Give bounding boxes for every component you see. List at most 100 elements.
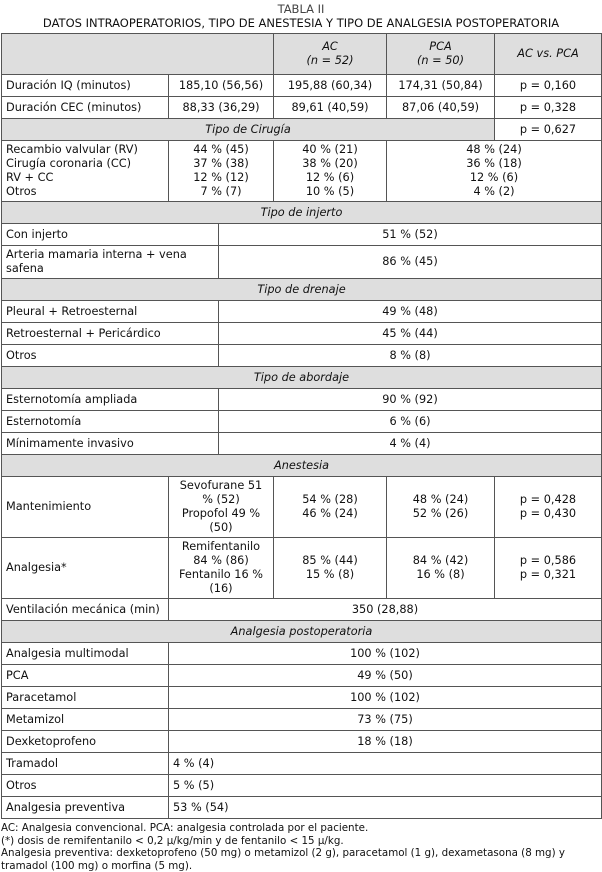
ac-values: 40 % (21) 38 % (20) 12 % (6) 10 % (5): [273, 140, 387, 202]
section-row: Tipo de abordaje: [1, 366, 602, 389]
section-title: Tipo de injerto: [1, 201, 602, 224]
header-ac: AC (n = 52): [273, 33, 387, 75]
table-row: Analgesia preventiva 53 % (54): [1, 796, 602, 819]
table-row: Tramadol 4 % (4): [1, 752, 602, 775]
table-row: Duración IQ (minutos) 185,10 (56,56) 195,8…: [1, 74, 602, 97]
row-label: Tramadol: [1, 752, 169, 775]
row-value: 86 % (45): [218, 245, 602, 279]
total-values: Sevofurane 51 % (52) Propofol 49 % (50): [168, 476, 274, 538]
table-row: Otros 8 % (8): [1, 344, 602, 367]
row-value: 90 % (92): [218, 388, 602, 411]
row-value: 4 % (4): [168, 752, 602, 775]
table-row: Esternotomía 6 % (6): [1, 410, 602, 433]
table-row: PCA 49 % (50): [1, 664, 602, 687]
pca-values: 84 % (42) 16 % (8): [386, 537, 495, 599]
row-value: 49 % (48): [218, 300, 602, 323]
row-value: 350 (28,88): [168, 598, 602, 621]
section-row: Tipo de drenaje: [1, 278, 602, 301]
header-empty: [1, 33, 274, 75]
section-title: Tipo de Cirugía: [1, 118, 495, 141]
row-label: Duración IQ (minutos): [1, 74, 169, 97]
table-number: TABLA II: [277, 2, 325, 16]
row-label: Analgesia*: [1, 537, 169, 599]
table-row: Mantenimiento Sevofurane 51 % (52) Propofo…: [1, 476, 602, 538]
table-row: Con injerto 51 % (52): [1, 223, 602, 246]
row-value: 4 % (4): [218, 432, 602, 455]
pca-values: 48 % (24) 36 % (18) 12 % (6) 4 % (2): [386, 140, 602, 202]
ac-value: 89,61 (40,59): [273, 96, 387, 119]
row-label: Duración CEC (minutos): [1, 96, 169, 119]
row-value: 45 % (44): [218, 322, 602, 345]
row-label: Otros: [1, 774, 169, 797]
table-row: Analgesia multimodal 100 % (102): [1, 642, 602, 665]
pca-values: 48 % (24) 52 % (26): [386, 476, 495, 538]
p-value: p = 0,160: [494, 74, 602, 97]
row-label: Analgesia preventiva: [1, 796, 169, 819]
table-row: Recambio valvular (RV) Cirugía coronaria …: [1, 140, 602, 202]
data-table: AC (n = 52) PCA (n = 50) AC vs. PCA Duraci…: [1, 33, 602, 819]
row-label: Dexketoprofeno: [1, 730, 169, 753]
total-value: 185,10 (56,56): [168, 74, 274, 97]
row-value: 18 % (18): [168, 730, 602, 753]
table-row: Ventilación mecánica (min) 350 (28,88): [1, 598, 602, 621]
row-value: 49 % (50): [168, 664, 602, 687]
p-values: p = 0,428 p = 0,430: [494, 476, 602, 538]
row-label: Otros: [1, 344, 219, 367]
table-row: Dexketoprofeno 18 % (18): [1, 730, 602, 753]
total-values: 44 % (45) 37 % (38) 12 % (12) 7 % (7): [168, 140, 274, 202]
row-label: PCA: [1, 664, 169, 687]
table-row: Retroesternal + Pericárdico 45 % (44): [1, 322, 602, 345]
row-label: Esternotomía: [1, 410, 219, 433]
row-label: Pleural + Retroesternal: [1, 300, 219, 323]
row-label: Analgesia multimodal: [1, 642, 169, 665]
row-label: Ventilación mecánica (min): [1, 598, 169, 621]
header-row: AC (n = 52) PCA (n = 50) AC vs. PCA: [1, 33, 602, 75]
section-title: Tipo de abordaje: [1, 366, 602, 389]
section-row: Analgesia postoperatoria: [1, 620, 602, 643]
section-row: Anestesia: [1, 454, 602, 477]
row-value: 53 % (54): [168, 796, 602, 819]
section-row: Tipo de injerto: [1, 201, 602, 224]
row-value: 5 % (5): [168, 774, 602, 797]
p-values: p = 0,586 p = 0,321: [494, 537, 602, 599]
row-label: Retroesternal + Pericárdico: [1, 322, 219, 345]
p-value: p = 0,627: [494, 118, 602, 141]
table-row: Metamizol 73 % (75): [1, 708, 602, 731]
table-row: Arteria mamaria interna + vena safena 86 …: [1, 245, 602, 279]
ac-value: 195,88 (60,34): [273, 74, 387, 97]
footnote: Analgesia preventiva: dexketoprofeno (50…: [1, 847, 565, 872]
row-label: Metamizol: [1, 708, 169, 731]
ac-values: 85 % (44) 15 % (8): [273, 537, 387, 599]
total-value: 88,33 (36,29): [168, 96, 274, 119]
header-p: AC vs. PCA: [494, 33, 602, 75]
table-title: DATOS INTRAOPERATORIOS, TIPO DE ANESTESI…: [42, 16, 560, 30]
row-label: Con injerto: [1, 223, 219, 246]
row-label: Paracetamol: [1, 686, 169, 709]
footnote: (*) dosis de remifentanilo < 0,2 μ/kg/mi…: [1, 834, 344, 847]
total-values: Remifentanilo 84 % (86) Fentanilo 16 % (1…: [168, 537, 274, 599]
row-label: Esternotomía ampliada: [1, 388, 219, 411]
row-label: Mantenimiento: [1, 476, 169, 538]
table-row: Paracetamol 100 % (102): [1, 686, 602, 709]
row-value: 6 % (6): [218, 410, 602, 433]
row-value: 100 % (102): [168, 642, 602, 665]
row-labels: Recambio valvular (RV) Cirugía coronaria …: [1, 140, 169, 202]
table-row: Analgesia* Remifentanilo 84 % (86) Fentani…: [1, 537, 602, 599]
table-row: Duración CEC (minutos) 88,33 (36,29) 89,61…: [1, 96, 602, 119]
row-value: 8 % (8): [218, 344, 602, 367]
row-value: 73 % (75): [168, 708, 602, 731]
row-label: Arteria mamaria interna + vena safena: [1, 245, 219, 279]
p-value: p = 0,328: [494, 96, 602, 119]
footnote: AC: Analgesia convencional. PCA: analges…: [1, 822, 369, 834]
section-title: Anestesia: [1, 454, 602, 477]
section-row: Tipo de Cirugía p = 0,627: [1, 118, 602, 141]
row-value: 100 % (102): [168, 686, 602, 709]
header-pca: PCA (n = 50): [386, 33, 495, 75]
table-row: Esternotomía ampliada 90 % (92): [1, 388, 602, 411]
section-title: Tipo de drenaje: [1, 278, 602, 301]
row-label: Mínimamente invasivo: [1, 432, 219, 455]
section-title: Analgesia postoperatoria: [1, 620, 602, 643]
row-value: 51 % (52): [218, 223, 602, 246]
ac-values: 54 % (28) 46 % (24): [273, 476, 387, 538]
